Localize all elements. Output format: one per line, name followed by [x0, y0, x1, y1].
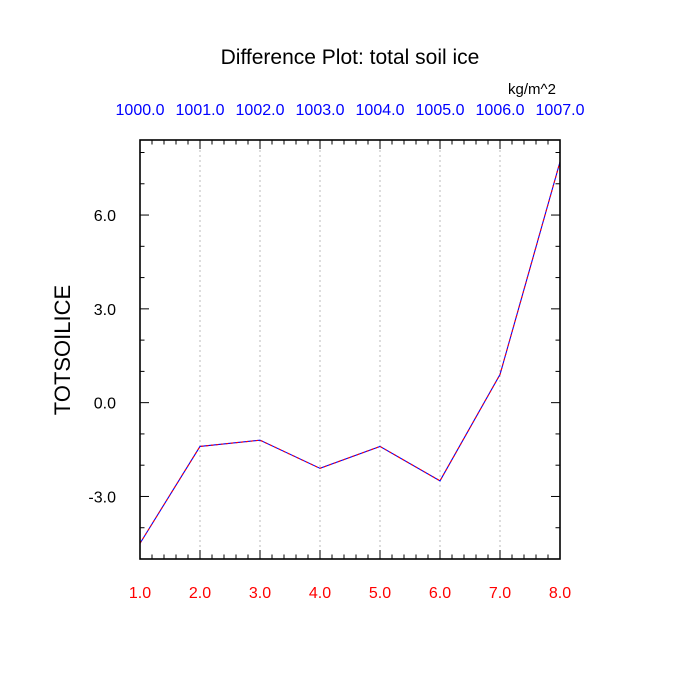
top-tick-label: 1000.0: [116, 102, 165, 119]
top-axis-labels: 1000.0 1001.0 1002.0 1003.0 1004.0 1005.0 1006…: [116, 102, 585, 119]
top-tick-label: 1001.0: [176, 102, 225, 119]
y-tick-label: -3.0: [88, 489, 116, 506]
bottom-axis-labels: 1.0 2.0 3.0 4.0 5.0 6.0 7.0 8.0: [129, 585, 571, 602]
axis-ticks: [139, 140, 561, 560]
top-tick-label: 1002.0: [236, 102, 285, 119]
series-line: [139, 161, 561, 544]
x-tick-label: 8.0: [549, 585, 571, 602]
y-axis-label: TOTSOILICE: [50, 285, 75, 415]
top-tick-label: 1004.0: [356, 102, 405, 119]
x-tick-label: 7.0: [489, 585, 511, 602]
x-grid: [199, 140, 501, 559]
y-tick-label: 0.0: [94, 396, 116, 413]
x-tick-label: 5.0: [369, 585, 391, 602]
series-line-dash: [139, 161, 561, 544]
top-tick-label: 1003.0: [296, 102, 345, 119]
plot-frame: [139, 139, 561, 560]
top-tick-label: 1007.0: [536, 102, 585, 119]
x-tick-label: 4.0: [309, 585, 331, 602]
x-tick-label: 3.0: [249, 585, 271, 602]
top-tick-label: 1005.0: [416, 102, 465, 119]
x-tick-label: 2.0: [189, 585, 211, 602]
units-label: kg/m^2: [508, 81, 556, 98]
x-tick-label: 6.0: [429, 585, 451, 602]
y-tick-label: 6.0: [94, 208, 116, 225]
chart-title: Difference Plot: total soil ice: [221, 46, 480, 69]
top-tick-label: 1006.0: [476, 102, 525, 119]
y-tick-label: 3.0: [94, 302, 116, 319]
x-tick-label: 1.0: [129, 585, 151, 602]
data-series: [139, 161, 561, 544]
left-axis-labels: 6.0 3.0 0.0 -3.0: [88, 208, 116, 506]
